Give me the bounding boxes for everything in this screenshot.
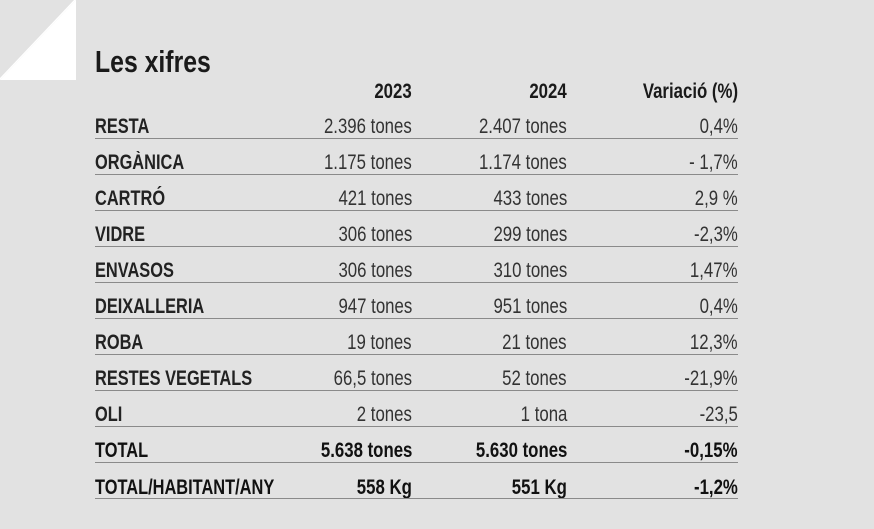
row-label: TOTAL — [95, 439, 149, 462]
cell-2024: 52 tones — [502, 367, 567, 390]
cell-2024: 299 tones — [493, 223, 567, 246]
cell-variacio: 2,9 % — [695, 187, 738, 210]
row-label: TOTAL/HABITANT/ANY — [95, 476, 275, 499]
cell-2024: 433 tones — [493, 187, 567, 210]
row-label: RESTES VEGETALS — [95, 367, 253, 390]
row-divider — [95, 246, 738, 247]
row-divider — [95, 318, 738, 319]
row-divider — [95, 426, 738, 427]
cell-2023: 306 tones — [338, 259, 412, 282]
cell-2024: 1 tona — [520, 403, 567, 426]
cell-variacio: 12,3% — [690, 331, 738, 354]
header-variacio: Variació (%) — [642, 80, 738, 103]
header-2023: 2023 — [374, 80, 412, 103]
row-label: ROBA — [95, 331, 144, 354]
cell-2024: 21 tones — [502, 331, 567, 354]
row-divider — [95, 210, 738, 211]
cell-variacio: -23,5 — [699, 403, 738, 426]
cell-2023: 421 tones — [338, 187, 412, 210]
cell-2023: 558 Kg — [356, 476, 412, 499]
cell-2023: 19 tones — [347, 331, 412, 354]
cell-2023: 1.175 tones — [324, 151, 412, 174]
row-divider — [95, 138, 738, 139]
row-divider — [95, 282, 738, 283]
row-label: CARTRÓ — [95, 187, 166, 210]
cell-2024: 1.174 tones — [479, 151, 567, 174]
cell-2024: 951 tones — [493, 295, 567, 318]
cell-variacio: 0,4% — [699, 115, 738, 138]
cell-variacio: 0,4% — [699, 295, 738, 318]
cell-2023: 947 tones — [338, 295, 412, 318]
row-divider — [95, 390, 738, 391]
row-label: ORGÀNICA — [95, 151, 185, 174]
header-2024: 2024 — [529, 80, 567, 103]
row-divider — [95, 354, 738, 355]
cell-2024: 551 Kg — [511, 476, 567, 499]
row-label: ENVASOS — [95, 259, 174, 282]
cell-variacio: - 1,7% — [689, 151, 738, 174]
row-label: VIDRE — [95, 223, 146, 246]
cell-2024: 310 tones — [493, 259, 567, 282]
cell-variacio: -21,9% — [684, 367, 738, 390]
cell-2023: 5.638 tones — [320, 439, 412, 462]
cell-2023: 66,5 tones — [333, 367, 412, 390]
row-label: DEIXALLERIA — [95, 295, 205, 318]
cell-variacio: -0,15% — [684, 439, 738, 462]
folded-corner-icon — [0, 0, 76, 80]
row-label: RESTA — [95, 115, 150, 138]
row-divider — [95, 174, 738, 175]
row-label: OLI — [95, 403, 123, 426]
cell-2023: 2 tones — [356, 403, 412, 426]
cell-2023: 306 tones — [338, 223, 412, 246]
table-title: Les xifres — [95, 44, 211, 79]
row-divider — [95, 462, 738, 463]
cell-2024: 5.630 tones — [475, 439, 567, 462]
cell-variacio: -1,2% — [694, 476, 738, 499]
cell-2023: 2.396 tones — [324, 115, 412, 138]
row-divider — [95, 498, 738, 499]
cell-2024: 2.407 tones — [479, 115, 567, 138]
cell-variacio: -2,3% — [694, 223, 738, 246]
cell-variacio: 1,47% — [690, 259, 738, 282]
